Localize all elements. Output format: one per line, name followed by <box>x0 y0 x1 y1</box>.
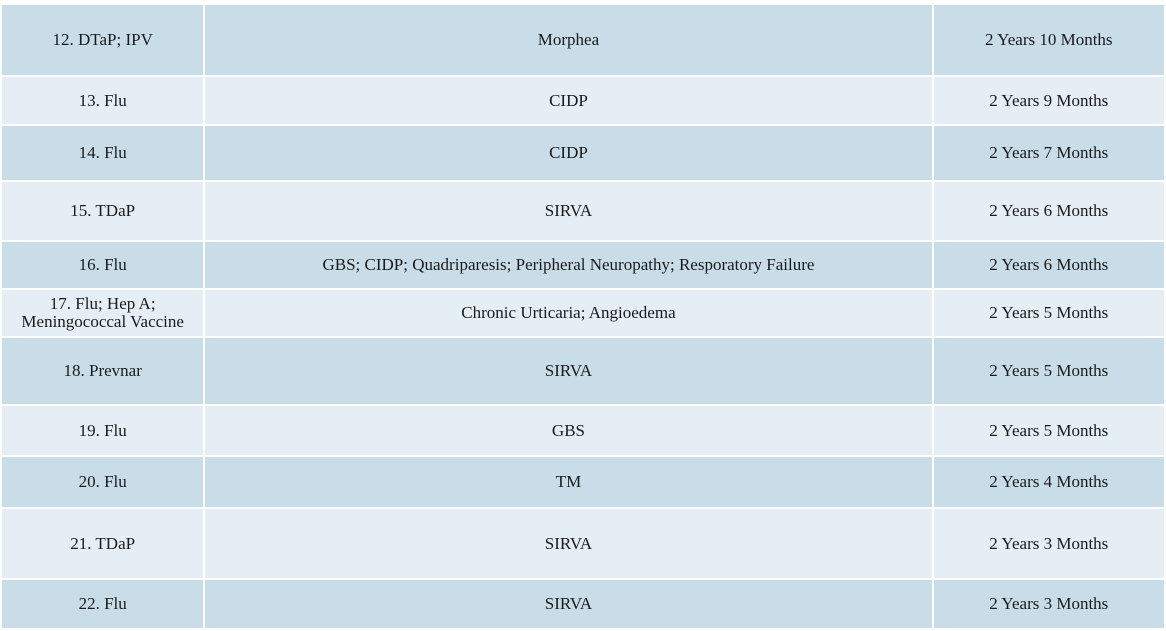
page-edge <box>1164 0 1166 631</box>
case-table: 12. DTaP; IPV Morphea 2 Years 10 Months … <box>0 3 1166 630</box>
vaccine-cell: 18. Prevnar <box>0 336 206 406</box>
injury-cell: SIRVA <box>203 336 934 406</box>
vaccine-line: 17. Flu; Hep A; <box>49 294 156 313</box>
vaccine-cell: 12. DTaP; IPV <box>0 3 206 77</box>
vaccine-cell: 17. Flu; Hep A; Meningococcal Vaccine <box>0 288 206 338</box>
table-row: 20. Flu TM 2 Years 4 Months <box>0 455 1166 509</box>
vaccine-cell: 15. TDaP <box>0 180 206 242</box>
page-edge <box>0 628 1166 631</box>
injury-cell: CIDP <box>203 75 934 126</box>
duration-cell: 2 Years 6 Months <box>931 240 1166 290</box>
duration-cell: 2 Years 10 Months <box>931 3 1166 77</box>
table-row: 19. Flu GBS 2 Years 5 Months <box>0 404 1166 457</box>
vaccine-cell: 22. Flu <box>0 578 206 630</box>
table-row: 13. Flu CIDP 2 Years 9 Months <box>0 75 1166 126</box>
injury-cell: SIRVA <box>203 180 934 242</box>
duration-cell: 2 Years 9 Months <box>931 75 1166 126</box>
vaccine-cell: 16. Flu <box>0 240 206 290</box>
vaccine-cell: 20. Flu <box>0 455 206 509</box>
vaccine-line: Meningococcal Vaccine <box>21 312 184 331</box>
vaccine-cell: 21. TDaP <box>0 507 206 580</box>
duration-cell: 2 Years 4 Months <box>931 455 1166 509</box>
duration-cell: 2 Years 5 Months <box>931 404 1166 457</box>
injury-cell: GBS; CIDP; Quadriparesis; Peripheral Neu… <box>203 240 934 290</box>
table-row: 12. DTaP; IPV Morphea 2 Years 10 Months <box>0 3 1166 77</box>
injury-cell: Morphea <box>203 3 934 77</box>
table-row: 18. Prevnar SIRVA 2 Years 5 Months <box>0 336 1166 406</box>
duration-cell: 2 Years 5 Months <box>931 336 1166 406</box>
vaccine-cell: 14. Flu <box>0 124 206 182</box>
injury-cell: Chronic Urticaria; Angioedema <box>203 288 934 338</box>
duration-cell: 2 Years 6 Months <box>931 180 1166 242</box>
table-row: 16. Flu GBS; CIDP; Quadriparesis; Periph… <box>0 240 1166 290</box>
injury-cell: TM <box>203 455 934 509</box>
table-row: 21. TDaP SIRVA 2 Years 3 Months <box>0 507 1166 580</box>
table-row: 22. Flu SIRVA 2 Years 3 Months <box>0 578 1166 630</box>
injury-cell: CIDP <box>203 124 934 182</box>
vaccine-cell: 19. Flu <box>0 404 206 457</box>
duration-cell: 2 Years 3 Months <box>931 507 1166 580</box>
injury-cell: SIRVA <box>203 507 934 580</box>
vaccine-cell: 13. Flu <box>0 75 206 126</box>
table-row: 14. Flu CIDP 2 Years 7 Months <box>0 124 1166 182</box>
duration-cell: 2 Years 3 Months <box>931 578 1166 630</box>
table-row: 15. TDaP SIRVA 2 Years 6 Months <box>0 180 1166 242</box>
injury-cell: GBS <box>203 404 934 457</box>
injury-cell: SIRVA <box>203 578 934 630</box>
duration-cell: 2 Years 7 Months <box>931 124 1166 182</box>
duration-cell: 2 Years 5 Months <box>931 288 1166 338</box>
table-row: 17. Flu; Hep A; Meningococcal Vaccine Ch… <box>0 288 1166 338</box>
